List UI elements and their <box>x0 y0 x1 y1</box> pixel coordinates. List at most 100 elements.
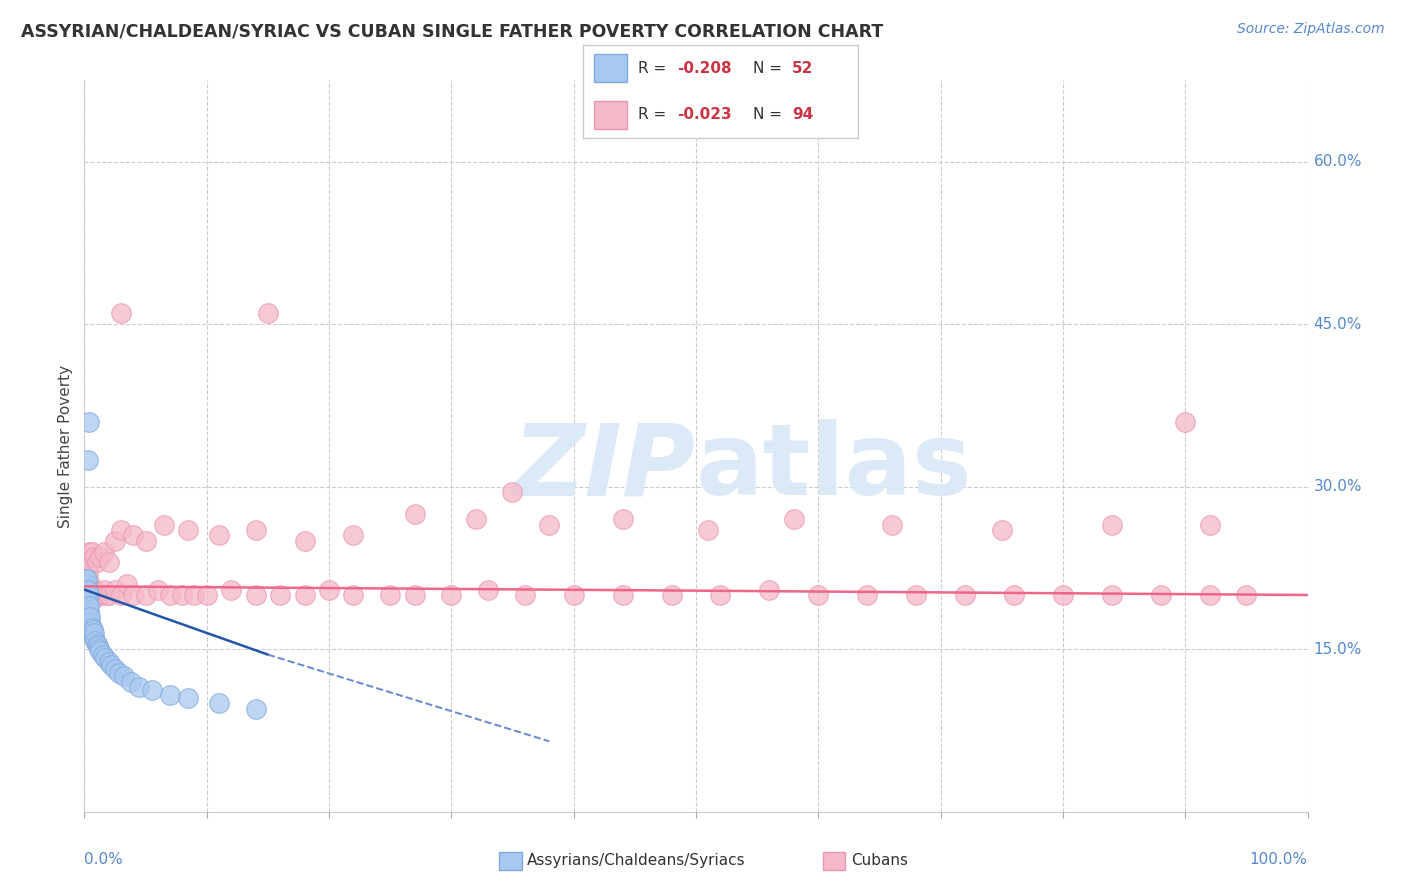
Point <box>513 588 536 602</box>
Point <box>77 599 100 613</box>
Point <box>79 588 101 602</box>
Point <box>159 688 181 702</box>
Text: 52: 52 <box>792 61 813 76</box>
Text: N =: N = <box>754 61 787 76</box>
Point <box>76 556 98 570</box>
Point <box>75 593 97 607</box>
Point <box>104 533 127 548</box>
Point <box>86 556 108 570</box>
Point <box>905 588 928 602</box>
Text: 15.0%: 15.0% <box>1313 641 1362 657</box>
Point <box>76 582 98 597</box>
Point <box>880 517 903 532</box>
Point <box>77 604 100 618</box>
Point <box>538 517 561 532</box>
Point <box>135 533 157 548</box>
Point <box>294 533 316 548</box>
Text: ZIP: ZIP <box>513 419 696 516</box>
Point <box>76 572 98 586</box>
Text: 45.0%: 45.0% <box>1313 317 1362 332</box>
Point <box>97 655 120 669</box>
Point <box>104 662 127 676</box>
Point <box>245 702 267 716</box>
Point <box>758 582 780 597</box>
Point <box>75 577 97 591</box>
Point <box>76 593 98 607</box>
Point <box>342 528 364 542</box>
Point <box>294 588 316 602</box>
Point <box>107 666 129 681</box>
Point <box>75 572 97 586</box>
FancyBboxPatch shape <box>595 54 627 82</box>
Text: -0.208: -0.208 <box>676 61 731 76</box>
Point <box>177 523 200 537</box>
Point <box>153 517 176 532</box>
Point <box>77 577 100 591</box>
Point <box>477 582 499 597</box>
Point <box>77 588 100 602</box>
Point <box>440 588 463 602</box>
Point <box>77 609 100 624</box>
Point <box>991 523 1014 537</box>
Text: N =: N = <box>754 107 787 122</box>
Point <box>77 415 100 429</box>
Point <box>76 604 98 618</box>
Point <box>257 306 280 320</box>
Point <box>77 609 100 624</box>
Point <box>89 550 111 565</box>
Point <box>75 588 97 602</box>
Point <box>807 588 830 602</box>
Point <box>404 507 426 521</box>
Point <box>87 639 110 653</box>
Point <box>77 452 100 467</box>
Point <box>76 588 98 602</box>
Text: Source: ZipAtlas.com: Source: ZipAtlas.com <box>1237 22 1385 37</box>
Point <box>110 306 132 320</box>
Point <box>1052 588 1074 602</box>
Point <box>208 528 231 542</box>
Point <box>112 669 135 683</box>
Point <box>1002 588 1025 602</box>
Point <box>97 556 120 570</box>
Text: R =: R = <box>638 107 672 122</box>
Point <box>75 577 97 591</box>
Point <box>464 512 486 526</box>
Point <box>82 628 104 642</box>
Text: 94: 94 <box>792 107 813 122</box>
Point <box>783 512 806 526</box>
Point <box>77 599 100 613</box>
Text: -0.023: -0.023 <box>676 107 731 122</box>
Point <box>80 626 103 640</box>
Point <box>219 582 242 597</box>
Text: Assyrians/Chaldeans/Syriacs: Assyrians/Chaldeans/Syriacs <box>527 854 745 868</box>
Point <box>87 588 110 602</box>
Point <box>77 582 100 597</box>
Point <box>76 577 98 591</box>
Point <box>953 588 976 602</box>
Point <box>342 588 364 602</box>
Point <box>83 550 105 565</box>
Point <box>661 588 683 602</box>
Point <box>76 582 98 597</box>
Point <box>75 582 97 597</box>
Point <box>77 588 100 602</box>
FancyBboxPatch shape <box>595 101 627 129</box>
Point <box>502 485 524 500</box>
Point <box>183 588 205 602</box>
Point <box>77 593 100 607</box>
Point <box>612 588 634 602</box>
Point <box>104 582 127 597</box>
Point <box>87 642 110 657</box>
Point <box>79 615 101 629</box>
Y-axis label: Single Father Poverty: Single Father Poverty <box>58 365 73 527</box>
Point <box>82 588 104 602</box>
Text: atlas: atlas <box>696 419 973 516</box>
Point <box>76 599 98 613</box>
Point <box>83 632 105 646</box>
Point <box>122 588 145 602</box>
Text: 30.0%: 30.0% <box>1313 479 1362 494</box>
Point <box>100 658 122 673</box>
Point <box>115 577 138 591</box>
Point <box>208 697 231 711</box>
Point <box>90 588 112 602</box>
